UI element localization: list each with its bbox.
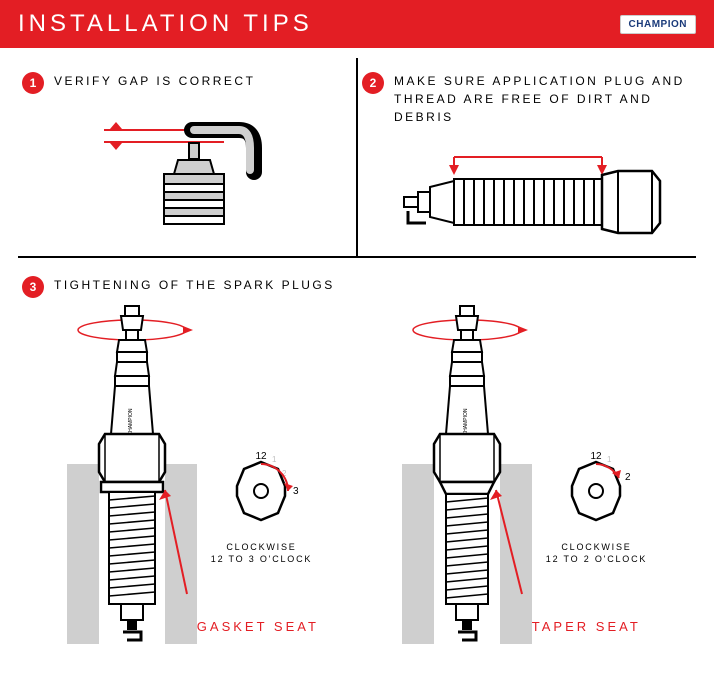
taper-seat-label: TAPER SEAT [532,619,641,634]
step-3-header: 3 TIGHTENING OF THE SPARK PLUGS [22,276,692,298]
svg-text:CHAMPION: CHAMPION [128,408,134,435]
header-bar: INSTALLATION TIPS CHAMPION [0,0,714,48]
step-1-badge: 1 [22,72,44,94]
top-row: 1 VERIFY GAP IS CORRECT [18,58,696,258]
gasket-seat-label: GASKET SEAT [197,619,319,634]
step-2-badge: 2 [362,72,384,94]
gasket-clock: 12 3 1 2 CLOCKWISE 12 TO 3 O'CLOCK [211,452,312,644]
step-1-panel: 1 VERIFY GAP IS CORRECT [18,58,358,256]
gasket-plug-svg: CHAMPION [67,304,197,644]
step-3-title: TIGHTENING OF THE SPARK PLUGS [54,276,335,294]
thread-diagram-svg [374,137,674,257]
step-1-header: 1 VERIFY GAP IS CORRECT [22,72,346,94]
taper-clock: 12 2 1 CLOCKWISE 12 TO 2 O'CLOCK [546,452,647,644]
svg-text:1: 1 [607,455,612,464]
step-3-panel: 3 TIGHTENING OF THE SPARK PLUGS [18,258,696,644]
brand-logo: CHAMPION [620,15,696,34]
step-2-header: 2 MAKE SURE APPLICATION PLUG AND THREAD … [362,72,686,126]
clock-12: 12 [256,452,268,462]
plug-row: CHAMPION [22,304,692,644]
content-area: 1 VERIFY GAP IS CORRECT [0,48,714,644]
svg-text:1: 1 [272,455,277,464]
taper-seat-unit: CHAMPION [402,304,647,644]
gasket-clock-svg: 12 3 1 2 [222,452,300,530]
svg-text:CHAMPION: CHAMPION [463,408,469,435]
gap-diagram [22,100,346,230]
gasket-clock-caption: CLOCKWISE 12 TO 3 O'CLOCK [211,541,312,566]
header-title: INSTALLATION TIPS [18,10,313,38]
gasket-seat-unit: CHAMPION [67,304,312,644]
taper-plug-svg: CHAMPION [402,304,532,644]
clock-3: 3 [293,486,299,497]
clock-2: 2 [625,472,631,483]
thread-diagram [362,132,686,262]
step-2-panel: 2 MAKE SURE APPLICATION PLUG AND THREAD … [358,58,696,256]
gap-diagram-svg [74,100,294,230]
clock-12: 12 [591,452,603,462]
step-3-badge: 3 [22,276,44,298]
step-2-title: MAKE SURE APPLICATION PLUG AND THREAD AR… [394,72,686,126]
step-1-title: VERIFY GAP IS CORRECT [54,72,255,90]
taper-clock-caption: CLOCKWISE 12 TO 2 O'CLOCK [546,541,647,566]
taper-clock-svg: 12 2 1 [557,452,635,530]
